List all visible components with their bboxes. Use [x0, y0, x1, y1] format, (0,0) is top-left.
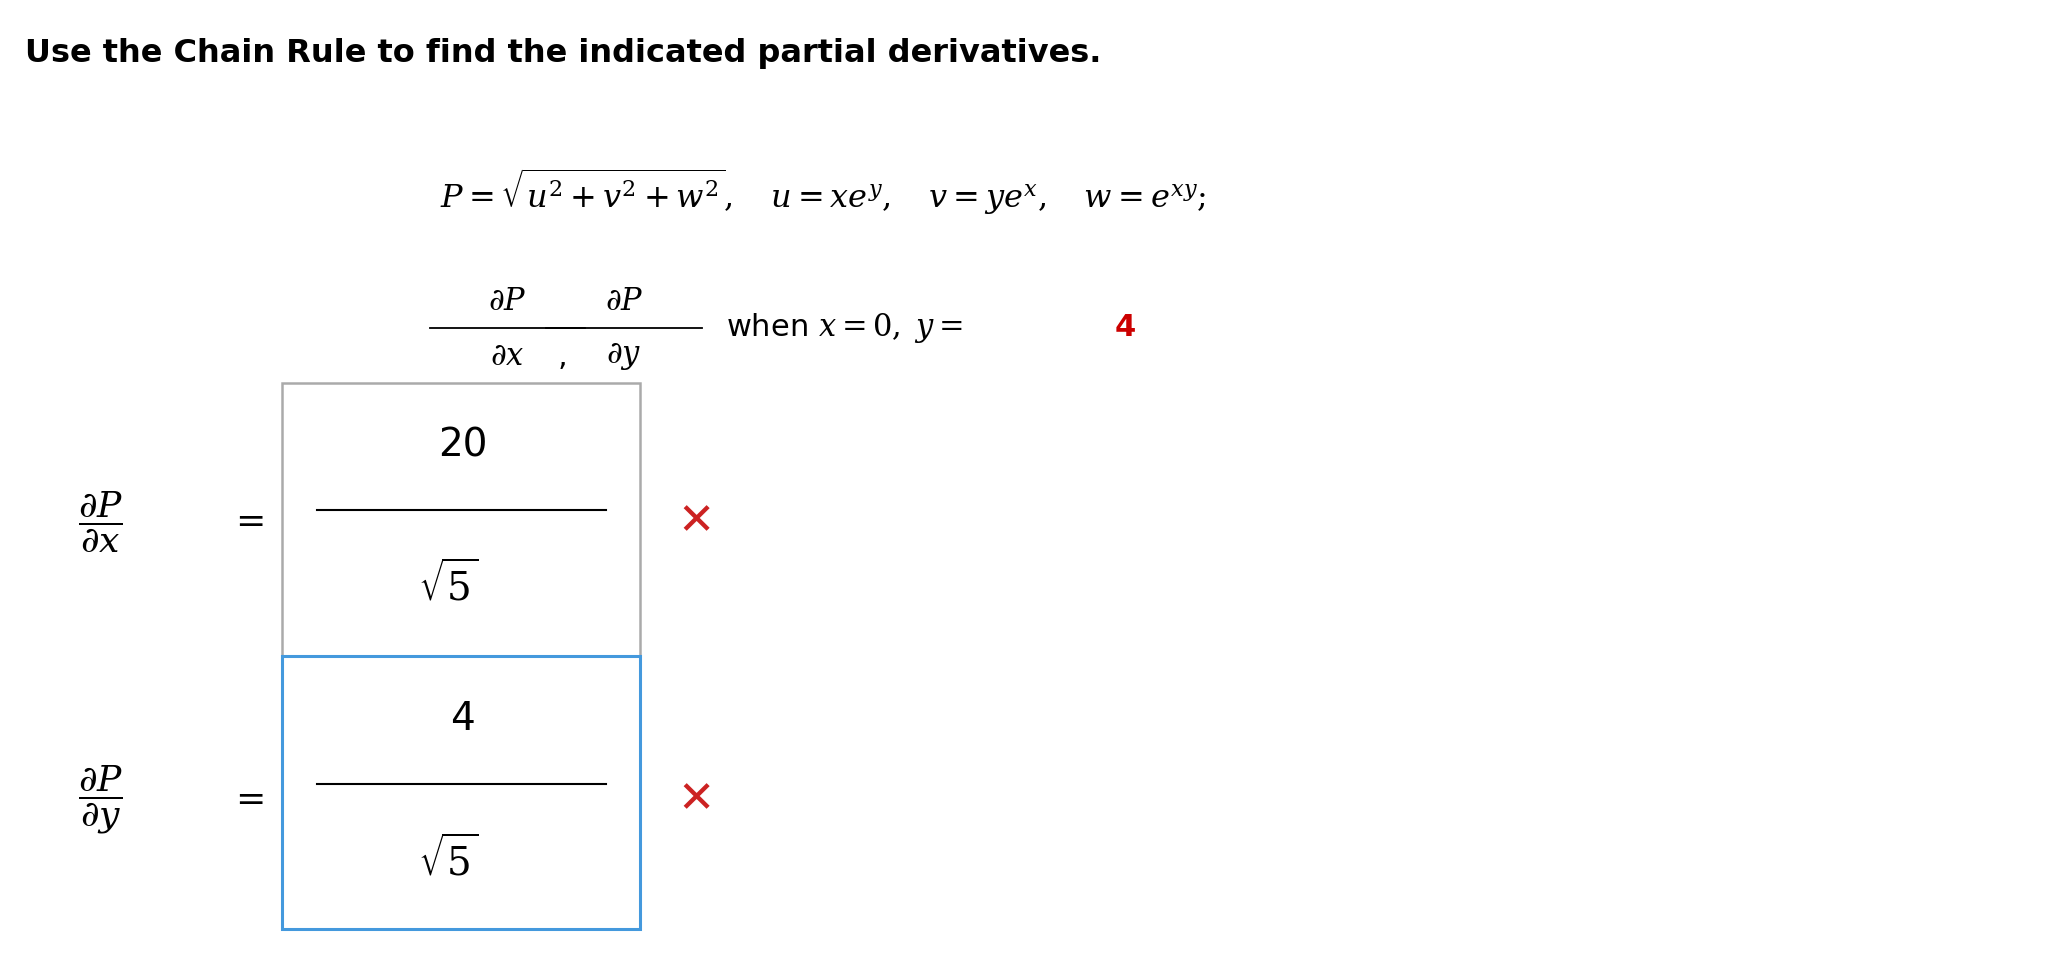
Text: ✕: ✕: [677, 779, 714, 821]
Text: 4: 4: [450, 699, 475, 738]
Text: ,: ,: [559, 342, 567, 371]
Text: $\partial y$: $\partial y$: [606, 341, 642, 372]
Text: $\partial P$: $\partial P$: [489, 287, 526, 316]
Text: $\sqrt{5}$: $\sqrt{5}$: [417, 560, 479, 608]
Text: when $x = 0,\; y = $: when $x = 0,\; y = $: [726, 310, 964, 345]
Text: =: =: [235, 783, 266, 817]
Text: 20: 20: [438, 426, 487, 465]
Text: 4: 4: [1115, 313, 1136, 342]
Text: $\partial x$: $\partial x$: [491, 342, 524, 371]
FancyBboxPatch shape: [282, 383, 640, 656]
Text: $\partial P$: $\partial P$: [606, 287, 642, 316]
Text: $\dfrac{\partial P}{\partial y}$: $\dfrac{\partial P}{\partial y}$: [78, 764, 123, 836]
Text: $\sqrt{5}$: $\sqrt{5}$: [417, 835, 479, 883]
Text: $P = \sqrt{u^2 + v^2 + w^2}, \quad u = xe^{y}, \quad v = ye^{x}, \quad w = e^{xy: $P = \sqrt{u^2 + v^2 + w^2}, \quad u = x…: [440, 166, 1205, 217]
FancyBboxPatch shape: [282, 656, 640, 929]
Text: =: =: [235, 505, 266, 539]
Text: ✕: ✕: [677, 501, 714, 543]
Text: $\dfrac{\partial P}{\partial x}$: $\dfrac{\partial P}{\partial x}$: [78, 490, 123, 555]
Text: Use the Chain Rule to find the indicated partial derivatives.: Use the Chain Rule to find the indicated…: [25, 38, 1101, 69]
